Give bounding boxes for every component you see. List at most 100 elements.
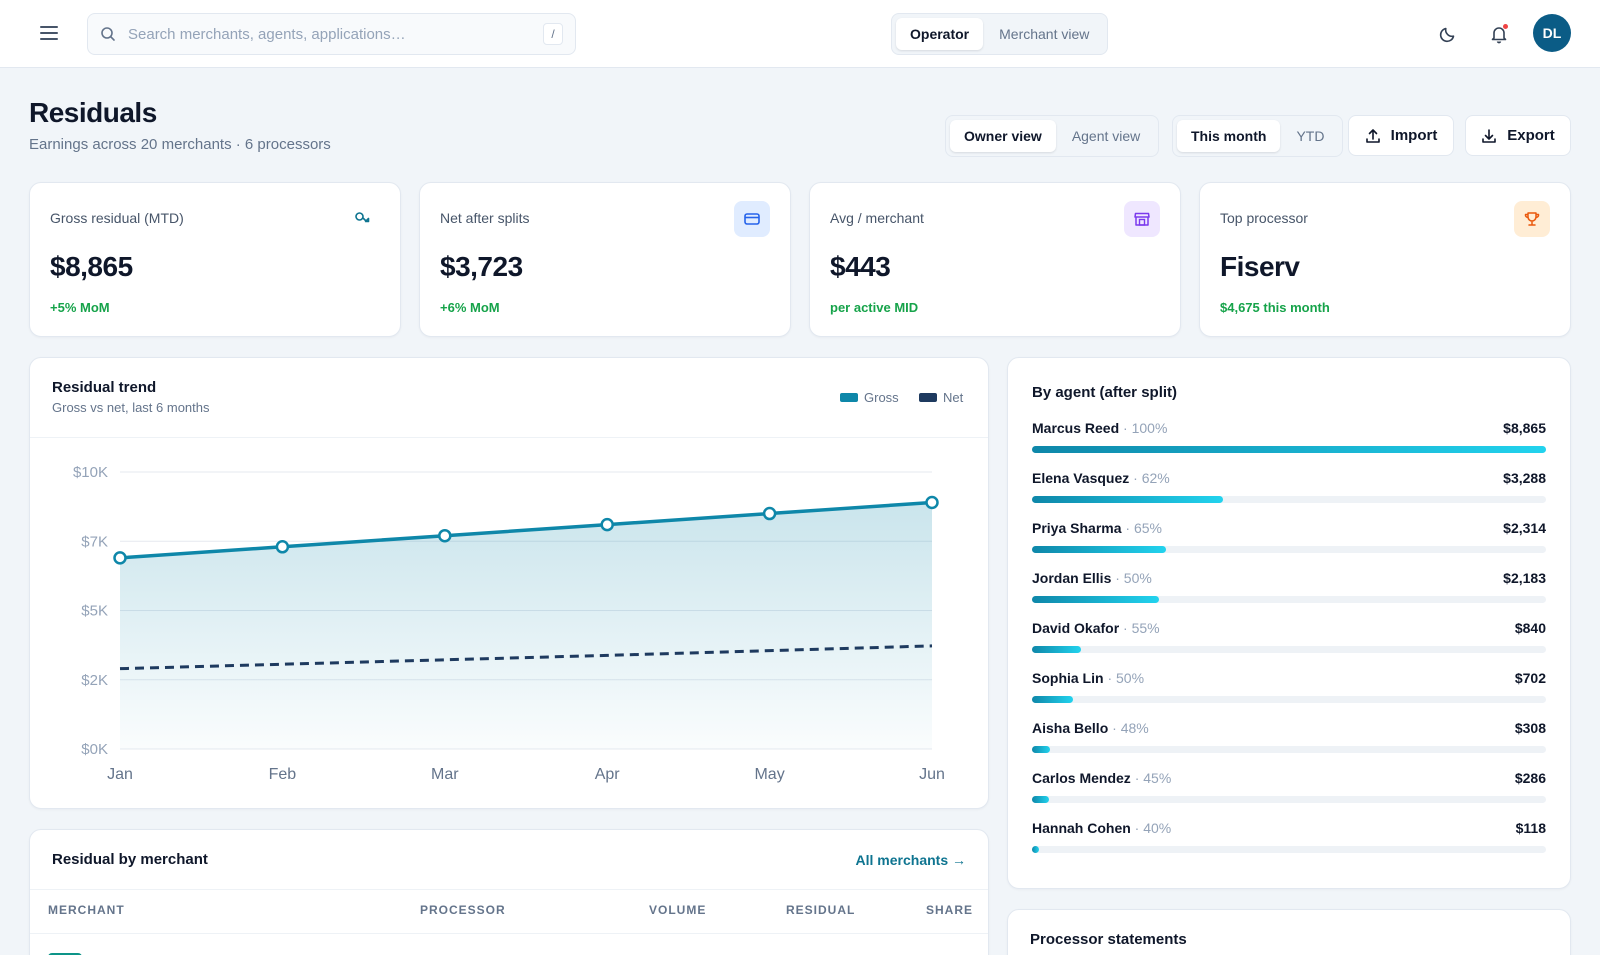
column-header-share[interactable]: SHARE bbox=[926, 903, 974, 917]
agent-bar-fill bbox=[1032, 846, 1039, 853]
agent-bar-fill bbox=[1032, 546, 1167, 553]
agent-bar-fill bbox=[1032, 796, 1049, 803]
export-button[interactable]: Export bbox=[1465, 115, 1571, 156]
agent-bar-track bbox=[1032, 796, 1546, 803]
trophy-icon bbox=[1514, 201, 1550, 237]
agent-split-percent: · 50% bbox=[1103, 670, 1145, 686]
legend-swatch-net bbox=[919, 393, 937, 402]
bell-icon[interactable] bbox=[1485, 20, 1513, 48]
agent-split-percent: · 45% bbox=[1130, 770, 1172, 786]
stat-card-avg: Avg / merchant $443 per active MID bbox=[809, 182, 1181, 337]
y-tick-label: $0K bbox=[81, 741, 108, 758]
notification-dot bbox=[1503, 24, 1508, 29]
agent-name: Elena Vasquez bbox=[1032, 470, 1130, 486]
agent-row[interactable]: Jordan Ellis · 50% $2,183 bbox=[1032, 570, 1546, 603]
stat-note: per active MID bbox=[830, 300, 919, 315]
page-subtitle: Earnings across 20 merchants · 6 process… bbox=[29, 136, 331, 153]
y-tick-label: $7K bbox=[81, 533, 108, 550]
agent-name: Priya Sharma bbox=[1032, 520, 1122, 536]
agent-row[interactable]: Priya Sharma · 65% $2,314 bbox=[1032, 520, 1546, 553]
store-icon bbox=[1124, 201, 1160, 237]
mode-merchant-view[interactable]: Merchant view bbox=[999, 26, 1090, 42]
residual-trend-chart: $0K $2K $5K $7K $10K Jan Feb Mar Apr May Jun bbox=[73, 464, 945, 783]
import-label: Import bbox=[1390, 127, 1438, 144]
merchant-avatar bbox=[48, 953, 82, 955]
all-merchants-link[interactable]: All merchants → bbox=[855, 852, 966, 868]
legend-gross: Gross bbox=[840, 390, 899, 405]
period-this-month[interactable]: This month bbox=[1177, 120, 1281, 152]
view-switch: Owner view Agent view bbox=[945, 115, 1160, 157]
agent-split-percent: · 40% bbox=[1130, 820, 1172, 836]
column-header-merchant[interactable]: MERCHANT bbox=[48, 903, 125, 917]
moon-icon[interactable] bbox=[1434, 20, 1462, 48]
agent-amount: $2,314 bbox=[1503, 520, 1546, 536]
agent-row[interactable]: Marcus Reed · 100% $8,865 bbox=[1032, 420, 1546, 453]
processor-statements-card: Processor statements bbox=[1007, 909, 1571, 955]
export-label: Export bbox=[1507, 127, 1555, 144]
merchant-table-title: Residual by merchant bbox=[52, 851, 208, 868]
legend-net: Net bbox=[919, 390, 963, 405]
processor-statements-title: Processor statements bbox=[1030, 931, 1187, 948]
agent-row[interactable]: Carlos Mendez · 45% $286 bbox=[1032, 770, 1546, 803]
stat-label: Gross residual (MTD) bbox=[50, 210, 184, 226]
menu-icon[interactable] bbox=[36, 22, 62, 46]
column-header-processor[interactable]: PROCESSOR bbox=[420, 903, 506, 917]
stat-change: +5% MoM bbox=[50, 300, 110, 315]
divider bbox=[30, 933, 988, 934]
column-header-residual[interactable]: RESIDUAL bbox=[786, 903, 856, 917]
gross-series-line bbox=[119, 500, 933, 560]
divider bbox=[30, 437, 988, 438]
agent-row[interactable]: Sophia Lin · 50% $702 bbox=[1032, 670, 1546, 703]
search-box[interactable]: / bbox=[87, 13, 576, 55]
stat-value: $8,865 bbox=[50, 251, 133, 282]
legend-label-gross: Gross bbox=[864, 390, 899, 405]
agent-amount: $840 bbox=[1514, 620, 1546, 636]
gross-point bbox=[113, 551, 127, 565]
import-button[interactable]: Import bbox=[1348, 115, 1454, 156]
agent-bar-track bbox=[1032, 546, 1546, 553]
view-owner[interactable]: Owner view bbox=[950, 120, 1056, 152]
search-shortcut-hint: / bbox=[543, 23, 563, 45]
upload-icon bbox=[1365, 128, 1380, 143]
agent-row[interactable]: Elena Vasquez · 62% $3,288 bbox=[1032, 470, 1546, 503]
by-agent-title: By agent (after split) bbox=[1032, 384, 1178, 401]
column-header-volume[interactable]: VOLUME bbox=[649, 903, 707, 917]
page-title: Residuals bbox=[29, 97, 157, 128]
view-agent[interactable]: Agent view bbox=[1071, 128, 1141, 144]
agent-bar-fill bbox=[1032, 696, 1073, 703]
agent-bar-track bbox=[1032, 746, 1546, 753]
agent-name: Marcus Reed bbox=[1032, 420, 1120, 436]
agent-bar-fill bbox=[1032, 496, 1223, 503]
gross-point bbox=[438, 528, 452, 543]
agent-split-percent: · 62% bbox=[1129, 470, 1170, 486]
agent-split-percent: · 65% bbox=[1121, 520, 1162, 536]
gross-point bbox=[925, 495, 939, 510]
agent-bar-track bbox=[1032, 496, 1546, 503]
agent-amount: $3,288 bbox=[1503, 470, 1546, 486]
agent-row[interactable]: David Okafor · 55% $840 bbox=[1032, 620, 1546, 653]
agent-amount: $118 bbox=[1515, 820, 1546, 836]
agent-amount: $286 bbox=[1514, 770, 1546, 786]
agent-amount: $2,183 bbox=[1503, 570, 1546, 586]
agent-split-percent: · 55% bbox=[1119, 620, 1160, 636]
x-tick-label: Jan bbox=[107, 766, 133, 783]
download-icon bbox=[1482, 128, 1497, 143]
agent-bar-track bbox=[1032, 446, 1546, 453]
avatar[interactable]: DL bbox=[1533, 14, 1571, 52]
agent-bar-track bbox=[1032, 596, 1546, 603]
agent-row[interactable]: Aisha Bello · 48% $308 bbox=[1032, 720, 1546, 753]
search-input[interactable] bbox=[128, 25, 543, 43]
residual-trend-card: Residual trend Gross vs net, last 6 mont… bbox=[29, 357, 989, 809]
gross-point bbox=[762, 506, 777, 521]
period-ytd[interactable]: YTD bbox=[1296, 128, 1325, 144]
x-tick-label: Jun bbox=[919, 766, 945, 783]
agent-split-percent: · 50% bbox=[1111, 570, 1152, 586]
agent-name: David Okafor bbox=[1032, 620, 1120, 636]
stat-card-top-processor: Top processor Fiserv $4,675 this month bbox=[1199, 182, 1571, 337]
agent-split-percent: · 100% bbox=[1119, 420, 1168, 436]
stat-value: Fiserv bbox=[1220, 251, 1300, 282]
chart-title: Residual trend bbox=[52, 379, 157, 396]
agent-row[interactable]: Hannah Cohen · 40% $118 bbox=[1032, 820, 1546, 853]
agent-name: Aisha Bello bbox=[1032, 720, 1109, 736]
mode-operator[interactable]: Operator bbox=[896, 18, 984, 50]
